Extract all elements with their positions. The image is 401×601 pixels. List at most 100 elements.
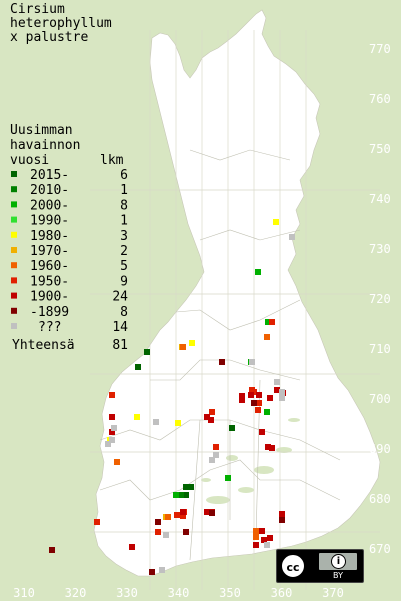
legend-total-count: 81 bbox=[112, 338, 128, 353]
observation-marker bbox=[109, 392, 115, 398]
legend-count: 8 bbox=[120, 198, 128, 213]
observation-marker bbox=[279, 517, 285, 523]
region-borders bbox=[99, 149, 341, 561]
observation-marker bbox=[279, 389, 285, 395]
observation-marker bbox=[155, 519, 161, 525]
observation-marker bbox=[109, 437, 115, 443]
legend-swatch bbox=[11, 186, 17, 193]
x-axis-tick-label: 370 bbox=[322, 586, 344, 600]
observation-marker bbox=[155, 529, 161, 535]
y-axis-tick-label: 730 bbox=[369, 242, 391, 256]
observation-marker bbox=[289, 234, 295, 240]
y-axis-tick-label: 700 bbox=[369, 392, 391, 406]
by-label: BY bbox=[333, 571, 343, 580]
x-axis-tick-label: 340 bbox=[168, 586, 190, 600]
observation-marker bbox=[269, 319, 275, 325]
legend-col-year: vuosi bbox=[10, 153, 49, 168]
legend-count: 5 bbox=[120, 259, 128, 274]
observation-marker bbox=[183, 484, 189, 490]
observation-marker bbox=[261, 537, 267, 543]
legend-swatch bbox=[11, 262, 17, 269]
observation-marker bbox=[279, 511, 285, 517]
legend-swatch bbox=[11, 277, 17, 284]
observation-marker bbox=[165, 514, 171, 520]
legend-label: 2015- bbox=[30, 168, 69, 183]
grid-lines bbox=[90, 30, 380, 590]
observation-marker bbox=[249, 359, 255, 365]
y-axis-labels: 770 760 750 740 730 720 710 700 690 680 670 bbox=[369, 42, 391, 556]
legend-swatch bbox=[11, 292, 17, 299]
observation-marker bbox=[251, 400, 257, 406]
observation-marker bbox=[180, 509, 186, 515]
observation-marker bbox=[264, 542, 270, 548]
species-title-line: x palustre bbox=[10, 30, 88, 45]
legend-swatch bbox=[11, 247, 17, 253]
lake bbox=[288, 418, 300, 422]
observation-marker bbox=[129, 544, 135, 550]
observation-marker bbox=[264, 409, 270, 415]
creative-commons-icon: cc bbox=[280, 553, 306, 579]
legend: Cirsium heterophyllum x palustre Uusimma… bbox=[10, 2, 128, 353]
observation-marker bbox=[256, 392, 262, 398]
legend-count: 1 bbox=[120, 183, 128, 198]
legend-label: 2010- bbox=[30, 183, 69, 198]
cc-by-license-badge[interactable]: cc i BY bbox=[276, 549, 364, 583]
observation-marker bbox=[219, 359, 225, 365]
lake bbox=[226, 455, 238, 461]
observation-marker bbox=[204, 509, 210, 515]
observation-marker bbox=[144, 349, 150, 355]
observation-markers bbox=[49, 219, 295, 575]
legend-label: 2000- bbox=[30, 198, 69, 213]
observation-marker bbox=[173, 492, 179, 498]
legend-items: 2015- 6 2010- 1 2000- 8 1990- 1 1980- 3 1970- 2 1960… bbox=[11, 168, 128, 335]
x-axis-tick-label: 360 bbox=[271, 586, 293, 600]
observation-marker bbox=[183, 492, 189, 498]
x-axis-tick-label: 330 bbox=[116, 586, 138, 600]
observation-marker bbox=[253, 542, 259, 548]
region-border bbox=[199, 229, 301, 241]
x-axis-tick-label: 310 bbox=[13, 586, 35, 600]
legend-label: 1980- bbox=[30, 229, 69, 244]
observation-marker bbox=[269, 445, 275, 451]
x-axis-tick-label: 350 bbox=[219, 586, 241, 600]
lake bbox=[206, 496, 230, 504]
legend-label: 1960- bbox=[30, 259, 69, 274]
y-axis-tick-label: 710 bbox=[369, 342, 391, 356]
observation-marker bbox=[279, 395, 285, 401]
y-axis-tick-label: 670 bbox=[369, 542, 391, 556]
observation-marker bbox=[213, 452, 219, 458]
x-axis-labels: 310 320 330 340 350 360 370 bbox=[13, 586, 344, 600]
legend-swatch bbox=[11, 216, 17, 223]
legend-count: 8 bbox=[120, 305, 128, 320]
observation-marker bbox=[175, 420, 181, 426]
observation-marker bbox=[274, 387, 280, 393]
legend-swatch bbox=[11, 323, 17, 329]
observation-marker bbox=[178, 492, 184, 498]
legend-count: 14 bbox=[112, 320, 128, 335]
y-axis-tick-label: 720 bbox=[369, 292, 391, 306]
observation-marker bbox=[209, 510, 215, 516]
observation-marker bbox=[253, 528, 259, 534]
observation-marker bbox=[208, 417, 214, 423]
legend-label: 1950- bbox=[30, 274, 69, 289]
observation-marker bbox=[204, 414, 210, 420]
observation-marker bbox=[159, 567, 165, 573]
observation-marker bbox=[225, 475, 231, 481]
observation-marker bbox=[153, 419, 159, 425]
region-border bbox=[175, 299, 301, 331]
observation-marker bbox=[188, 484, 194, 490]
y-axis-tick-label: 770 bbox=[369, 42, 391, 56]
lake bbox=[201, 478, 211, 482]
observation-marker bbox=[49, 547, 55, 553]
finland-landmass bbox=[93, 9, 381, 577]
observation-marker bbox=[149, 569, 155, 575]
legend-label: 1990- bbox=[30, 214, 69, 229]
observation-marker bbox=[111, 425, 117, 431]
observation-marker bbox=[264, 334, 270, 340]
observation-marker bbox=[109, 414, 115, 420]
observation-marker bbox=[265, 444, 271, 450]
observation-marker bbox=[273, 219, 279, 225]
observation-marker bbox=[229, 425, 235, 431]
observation-marker bbox=[248, 392, 254, 398]
